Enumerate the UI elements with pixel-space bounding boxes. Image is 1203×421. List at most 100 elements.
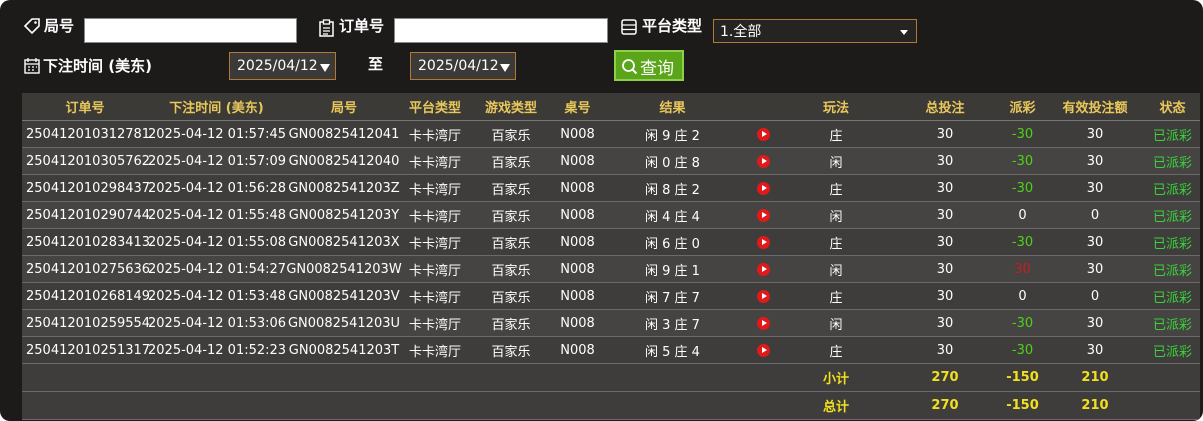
table-cell: -30 [1000,228,1045,256]
table-cell: 卡卡湾厅 [403,282,467,310]
table-cell: N008 [555,336,600,364]
table-cell: -30 [1000,147,1045,175]
table-cell: N008 [555,309,600,337]
table-cell: 2025-04-12 01:53:48 [148,282,286,310]
table-cell: 已派彩 [1145,147,1200,175]
replay-icon[interactable] [757,316,770,330]
table-cell: 30 [890,228,1000,256]
replay-icon[interactable] [757,262,770,276]
replay-cell [745,282,782,310]
table-cell: 闲 0 庄 8 [600,147,745,175]
table-cell: 250412010312781 [22,120,150,148]
table-cell: 闲 [782,201,890,229]
total-label: 总计 [782,391,890,420]
table-cell: 庄 [782,174,890,202]
replay-cell [745,255,782,283]
platform-label: 平台类型 [642,17,703,35]
replay-icon[interactable] [757,154,770,168]
table-cell: N008 [555,120,600,148]
blank-cell [1145,391,1200,420]
column-header: 局号 [285,93,403,121]
table-row: 250412010259554 2025-04-12 01:53:06 GN0082… [22,309,1200,337]
table-cell: 30 [1045,228,1145,256]
replay-icon[interactable] [757,343,770,357]
replay-icon[interactable] [757,181,770,195]
replay-icon[interactable] [757,235,770,249]
table-cell: GN0082541203Z [285,174,403,202]
table-cell: 2025-04-12 01:55:08 [148,228,286,256]
table-cell: 0 [1045,282,1145,310]
table-cell: 百家乐 [467,120,555,148]
table-cell: GN0082541203Y [285,201,403,229]
total-row: 总计 270 -150 210 [22,391,1200,420]
query-button[interactable]: 查询 [614,50,684,81]
table-cell: GN0082541203V [285,282,403,310]
table-cell: 0 [1000,201,1045,229]
table-cell: 闲 9 庄 1 [600,255,745,283]
table-cell: 0 [1000,282,1045,310]
table-cell: 百家乐 [467,309,555,337]
total-payout: -150 [1000,391,1045,420]
replay-icon[interactable] [757,289,770,303]
table-cell: GN0082541203U [285,309,403,337]
replay-icon[interactable] [757,208,770,222]
replay-cell [745,147,782,175]
blank-cell [285,363,403,392]
table-cell: 已派彩 [1145,309,1200,337]
table-cell: 250412010268149 [22,282,150,310]
subtotal-valid-bet: 210 [1045,363,1145,392]
table-body: 250412010312781 2025-04-12 01:57:45 GN0082… [22,120,1200,420]
subtotal-total-bet: 270 [890,363,1000,392]
blank-cell [22,391,148,420]
blank-cell [403,391,467,420]
table-cell: 250412010290744 [22,201,150,229]
table-cell: 闲 8 庄 2 [600,174,745,202]
date-arrow [320,64,330,72]
table-cell: 2025-04-12 01:53:06 [148,309,286,337]
table-cell: 30 [890,309,1000,337]
table-cell: 百家乐 [467,255,555,283]
date-arrow [500,64,510,72]
order-input[interactable] [394,18,608,43]
blank-cell [285,391,403,420]
server-icon [621,19,637,35]
table-cell: -30 [1000,120,1045,148]
table-cell: 闲 5 庄 4 [600,336,745,364]
platform-select[interactable]: 1.全部 [713,19,917,43]
blank-cell [555,363,600,392]
table-cell: 已派彩 [1145,120,1200,148]
platform-value: 1.全部 [720,24,762,40]
table-cell: 卡卡湾厅 [403,309,467,337]
end-date[interactable]: 2025/04/12 [410,52,516,80]
total-total-bet: 270 [890,391,1000,420]
table-cell: 卡卡湾厅 [403,201,467,229]
start-date[interactable]: 2025/04/12 [229,52,336,80]
blank-cell [600,391,745,420]
table-cell: 0 [1045,201,1145,229]
table-row: 250412010268149 2025-04-12 01:53:48 GN0082… [22,282,1200,310]
table-cell: 30 [1045,147,1145,175]
round-input[interactable] [84,18,297,43]
table-cell: 闲 7 庄 7 [600,282,745,310]
blank-cell [403,363,467,392]
blank-cell [148,363,285,392]
table-row: 250412010251317 2025-04-12 01:52:23 GN0082… [22,336,1200,364]
replay-cell [745,309,782,337]
blank-cell [555,391,600,420]
table-cell: 250412010259554 [22,309,150,337]
table-cell: 庄 [782,120,890,148]
table-cell: 卡卡湾厅 [403,336,467,364]
table-cell: 30 [890,174,1000,202]
table-cell: 庄 [782,336,890,364]
to-label: 至 [368,55,384,73]
table-cell: 闲 6 庄 0 [600,228,745,256]
table-cell: GN00825412041 [285,120,403,148]
table-cell: 2025-04-12 01:54:27 [148,255,286,283]
search-icon [622,59,638,75]
replay-icon[interactable] [757,127,770,141]
table-cell: 30 [890,201,1000,229]
table-cell: 百家乐 [467,228,555,256]
table-cell: 卡卡湾厅 [403,147,467,175]
table-cell: 卡卡湾厅 [403,228,467,256]
